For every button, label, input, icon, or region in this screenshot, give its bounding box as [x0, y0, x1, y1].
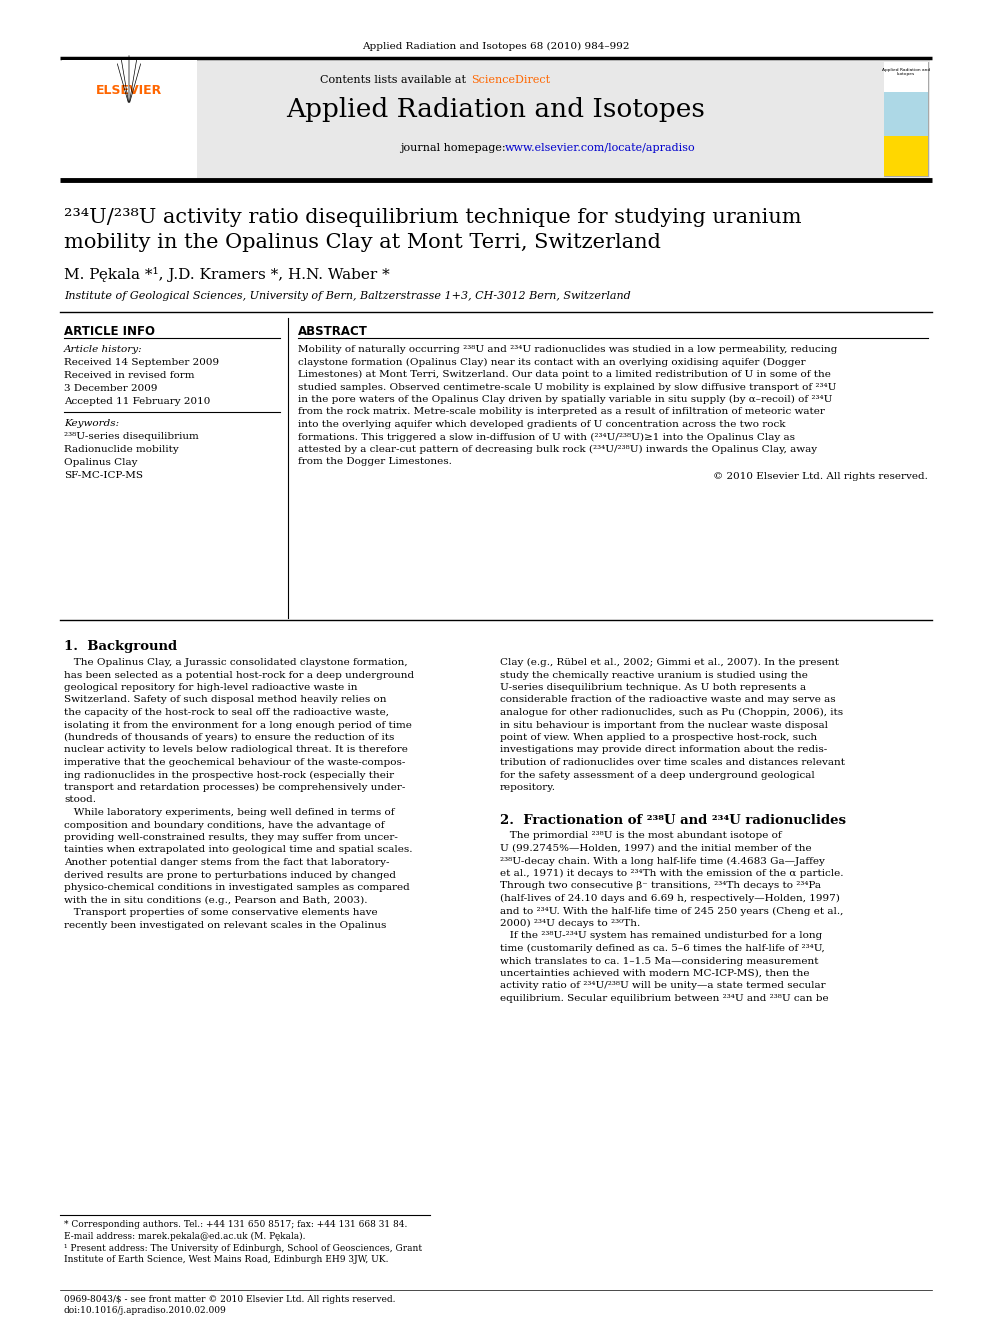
Text: in situ behaviour is important from the nuclear waste disposal: in situ behaviour is important from the … — [500, 721, 828, 729]
Text: analogue for other radionuclides, such as Pu (Choppin, 2006), its: analogue for other radionuclides, such a… — [500, 708, 843, 717]
Text: et al., 1971) it decays to ²³⁴Th with the emission of the α particle.: et al., 1971) it decays to ²³⁴Th with th… — [500, 869, 843, 878]
Text: stood.: stood. — [64, 795, 96, 804]
Bar — [884, 93, 928, 136]
Text: M. Pękala *¹, J.D. Kramers *, H.N. Waber *: M. Pękala *¹, J.D. Kramers *, H.N. Wabe… — [64, 267, 390, 282]
Text: Limestones) at Mont Terri, Switzerland. Our data point to a limited redistributi: Limestones) at Mont Terri, Switzerland. … — [298, 370, 831, 380]
Text: recently been investigated on relevant scales in the Opalinus: recently been investigated on relevant s… — [64, 921, 386, 930]
Text: with the in situ conditions (e.g., Pearson and Bath, 2003).: with the in situ conditions (e.g., Pears… — [64, 896, 367, 905]
Text: Transport properties of some conservative elements have: Transport properties of some conservativ… — [64, 908, 378, 917]
Text: Through two consecutive β⁻ transitions, ²³⁴Th decays to ²³⁴Pa: Through two consecutive β⁻ transitions, … — [500, 881, 821, 890]
Text: tainties when extrapolated into geological time and spatial scales.: tainties when extrapolated into geologic… — [64, 845, 413, 855]
Bar — [62, 60, 197, 179]
Text: Article history:: Article history: — [64, 345, 143, 355]
Text: investigations may provide direct information about the redis-: investigations may provide direct inform… — [500, 745, 827, 754]
Text: Opalinus Clay: Opalinus Clay — [64, 458, 138, 467]
Text: formations. This triggered a slow in-diffusion of U with (²³⁴U/²³⁸U)≥1 into the : formations. This triggered a slow in-dif… — [298, 433, 795, 442]
Text: tribution of radionuclides over time scales and distances relevant: tribution of radionuclides over time sca… — [500, 758, 845, 767]
Text: Accepted 11 February 2010: Accepted 11 February 2010 — [64, 397, 210, 406]
Text: studied samples. Observed centimetre-scale U mobility is explained by slow diffu: studied samples. Observed centimetre-sca… — [298, 382, 836, 392]
Text: Institute of Geological Sciences, University of Bern, Baltzerstrasse 1+3, CH-301: Institute of Geological Sciences, Univer… — [64, 291, 631, 302]
Text: from the Dogger Limestones.: from the Dogger Limestones. — [298, 458, 452, 467]
Text: transport and retardation processes) be comprehensively under-: transport and retardation processes) be … — [64, 783, 406, 792]
Text: activity ratio of ²³⁴U/²³⁸U will be unity—a state termed secular: activity ratio of ²³⁴U/²³⁸U will be unit… — [500, 982, 825, 991]
Text: time (customarily defined as ca. 5–6 times the half-life of ²³⁴U,: time (customarily defined as ca. 5–6 tim… — [500, 945, 824, 953]
Text: U-series disequilibrium technique. As U both represents a: U-series disequilibrium technique. As U … — [500, 683, 806, 692]
Text: physico-chemical conditions in investigated samples as compared: physico-chemical conditions in investiga… — [64, 882, 410, 892]
Text: point of view. When applied to a prospective host-rock, such: point of view. When applied to a prospec… — [500, 733, 817, 742]
Text: 1.  Background: 1. Background — [64, 640, 178, 654]
Text: www.elsevier.com/locate/apradiso: www.elsevier.com/locate/apradiso — [505, 143, 695, 153]
Text: SF-MC-ICP-MS: SF-MC-ICP-MS — [64, 471, 143, 480]
Text: from the rock matrix. Metre-scale mobility is interpreted as a result of infiltr: from the rock matrix. Metre-scale mobili… — [298, 407, 825, 417]
Text: 2.  Fractionation of ²³⁸U and ²³⁴U radionuclides: 2. Fractionation of ²³⁸U and ²³⁴U radion… — [500, 814, 846, 827]
Text: claystone formation (Opalinus Clay) near its contact with an overlying oxidising: claystone formation (Opalinus Clay) near… — [298, 357, 806, 366]
Text: ScienceDirect: ScienceDirect — [471, 75, 551, 85]
Text: Institute of Earth Science, West Mains Road, Edinburgh EH9 3JW, UK.: Institute of Earth Science, West Mains R… — [64, 1256, 389, 1263]
Text: mobility in the Opalinus Clay at Mont Terri, Switzerland: mobility in the Opalinus Clay at Mont Te… — [64, 233, 661, 251]
Text: uncertainties achieved with modern MC-ICP-MS), then the: uncertainties achieved with modern MC-IC… — [500, 968, 809, 978]
Text: imperative that the geochemical behaviour of the waste-compos-: imperative that the geochemical behaviou… — [64, 758, 406, 767]
Text: Contents lists available at: Contents lists available at — [320, 75, 470, 85]
Text: study the chemically reactive uranium is studied using the: study the chemically reactive uranium is… — [500, 671, 807, 680]
Text: U (99.2745%—Holden, 1997) and the initial member of the: U (99.2745%—Holden, 1997) and the initia… — [500, 844, 811, 853]
Text: * Corresponding authors. Tel.: +44 131 650 8517; fax: +44 131 668 31 84.: * Corresponding authors. Tel.: +44 131 6… — [64, 1220, 408, 1229]
Text: Applied Radiation and Isotopes: Applied Radiation and Isotopes — [287, 98, 705, 123]
Text: composition and boundary conditions, have the advantage of: composition and boundary conditions, hav… — [64, 820, 385, 830]
Text: attested by a clear-cut pattern of decreasing bulk rock (²³⁴U/²³⁸U) inwards the : attested by a clear-cut pattern of decre… — [298, 445, 817, 454]
Text: E-mail address: marek.pekala@ed.ac.uk (M. Pękala).: E-mail address: marek.pekala@ed.ac.uk (M… — [64, 1232, 306, 1241]
Bar — [62, 60, 930, 179]
Text: (half-lives of 24.10 days and 6.69 h, respectively—Holden, 1997): (half-lives of 24.10 days and 6.69 h, re… — [500, 894, 840, 904]
Text: 2000) ²³⁴U decays to ²³⁰Th.: 2000) ²³⁴U decays to ²³⁰Th. — [500, 919, 640, 929]
Text: ²³⁴U/²³⁸U activity ratio disequilibrium technique for studying uranium: ²³⁴U/²³⁸U activity ratio disequilibrium … — [64, 208, 802, 228]
Text: ¹ Present address: The University of Edinburgh, School of Geosciences, Grant: ¹ Present address: The University of Edi… — [64, 1244, 423, 1253]
Text: The Opalinus Clay, a Jurassic consolidated claystone formation,: The Opalinus Clay, a Jurassic consolidat… — [64, 658, 408, 667]
Text: 0969-8043/$ - see front matter © 2010 Elsevier Ltd. All rights reserved.: 0969-8043/$ - see front matter © 2010 El… — [64, 1295, 396, 1304]
Text: ELSEVIER: ELSEVIER — [96, 83, 162, 97]
Text: for the safety assessment of a deep underground geological: for the safety assessment of a deep unde… — [500, 770, 814, 779]
Bar — [884, 136, 928, 176]
Text: The primordial ²³⁸U is the most abundant isotope of: The primordial ²³⁸U is the most abundant… — [500, 831, 782, 840]
Text: derived results are prone to perturbations induced by changed: derived results are prone to perturbatio… — [64, 871, 396, 880]
Text: nuclear activity to levels below radiological threat. It is therefore: nuclear activity to levels below radiolo… — [64, 745, 408, 754]
Text: providing well-constrained results, they may suffer from uncer-: providing well-constrained results, they… — [64, 833, 398, 841]
Bar — [884, 62, 928, 93]
Text: ²³⁸U-decay chain. With a long half-life time (4.4683 Ga—Jaffey: ²³⁸U-decay chain. With a long half-life … — [500, 856, 825, 865]
Text: While laboratory experiments, being well defined in terms of: While laboratory experiments, being well… — [64, 808, 395, 818]
Text: ing radionuclides in the prospective host-rock (especially their: ing radionuclides in the prospective hos… — [64, 770, 394, 779]
Text: © 2010 Elsevier Ltd. All rights reserved.: © 2010 Elsevier Ltd. All rights reserved… — [713, 472, 928, 482]
Text: Clay (e.g., Rübel et al., 2002; Gimmi et al., 2007). In the present: Clay (e.g., Rübel et al., 2002; Gimmi et… — [500, 658, 839, 667]
Bar — [884, 62, 928, 176]
Text: journal homepage:: journal homepage: — [400, 143, 509, 153]
Text: into the overlying aquifer which developed gradients of U concentration across t: into the overlying aquifer which develop… — [298, 419, 786, 429]
Text: repository.: repository. — [500, 783, 556, 792]
Text: equilibrium. Secular equilibrium between ²³⁴U and ²³⁸U can be: equilibrium. Secular equilibrium between… — [500, 994, 828, 1003]
Text: If the ²³⁸U-²³⁴U system has remained undisturbed for a long: If the ²³⁸U-²³⁴U system has remained und… — [500, 931, 822, 941]
Text: in the pore waters of the Opalinus Clay driven by spatially variable in situ sup: in the pore waters of the Opalinus Clay … — [298, 396, 832, 404]
Text: ²³⁸U-series disequilibrium: ²³⁸U-series disequilibrium — [64, 433, 198, 441]
Text: doi:10.1016/j.apradiso.2010.02.009: doi:10.1016/j.apradiso.2010.02.009 — [64, 1306, 227, 1315]
Text: considerable fraction of the radioactive waste and may serve as: considerable fraction of the radioactive… — [500, 696, 835, 705]
Text: Applied Radiation and
Isotopes: Applied Radiation and Isotopes — [882, 67, 930, 77]
Text: Applied Radiation and Isotopes 68 (2010) 984–992: Applied Radiation and Isotopes 68 (2010)… — [362, 41, 630, 50]
Text: (hundreds of thousands of years) to ensure the reduction of its: (hundreds of thousands of years) to ensu… — [64, 733, 395, 742]
Text: 3 December 2009: 3 December 2009 — [64, 384, 158, 393]
Text: Switzerland. Safety of such disposal method heavily relies on: Switzerland. Safety of such disposal met… — [64, 696, 387, 705]
Text: has been selected as a potential host-rock for a deep underground: has been selected as a potential host-ro… — [64, 671, 414, 680]
Text: Another potential danger stems from the fact that laboratory-: Another potential danger stems from the … — [64, 859, 390, 867]
Text: Radionuclide mobility: Radionuclide mobility — [64, 445, 179, 454]
Text: isolating it from the environment for a long enough period of time: isolating it from the environment for a … — [64, 721, 412, 729]
Text: Received 14 September 2009: Received 14 September 2009 — [64, 359, 219, 366]
Text: Keywords:: Keywords: — [64, 419, 119, 429]
Text: geological repository for high-level radioactive waste in: geological repository for high-level rad… — [64, 683, 357, 692]
Text: Mobility of naturally occurring ²³⁸U and ²³⁴U radionuclides was studied in a low: Mobility of naturally occurring ²³⁸U and… — [298, 345, 837, 355]
Text: ABSTRACT: ABSTRACT — [298, 325, 368, 337]
Text: and to ²³⁴U. With the half-life time of 245 250 years (Cheng et al.,: and to ²³⁴U. With the half-life time of … — [500, 906, 843, 916]
Text: the capacity of the host-rock to seal off the radioactive waste,: the capacity of the host-rock to seal of… — [64, 708, 389, 717]
Text: which translates to ca. 1–1.5 Ma—considering measurement: which translates to ca. 1–1.5 Ma—conside… — [500, 957, 818, 966]
Text: Received in revised form: Received in revised form — [64, 370, 194, 380]
Text: ARTICLE INFO: ARTICLE INFO — [64, 325, 155, 337]
